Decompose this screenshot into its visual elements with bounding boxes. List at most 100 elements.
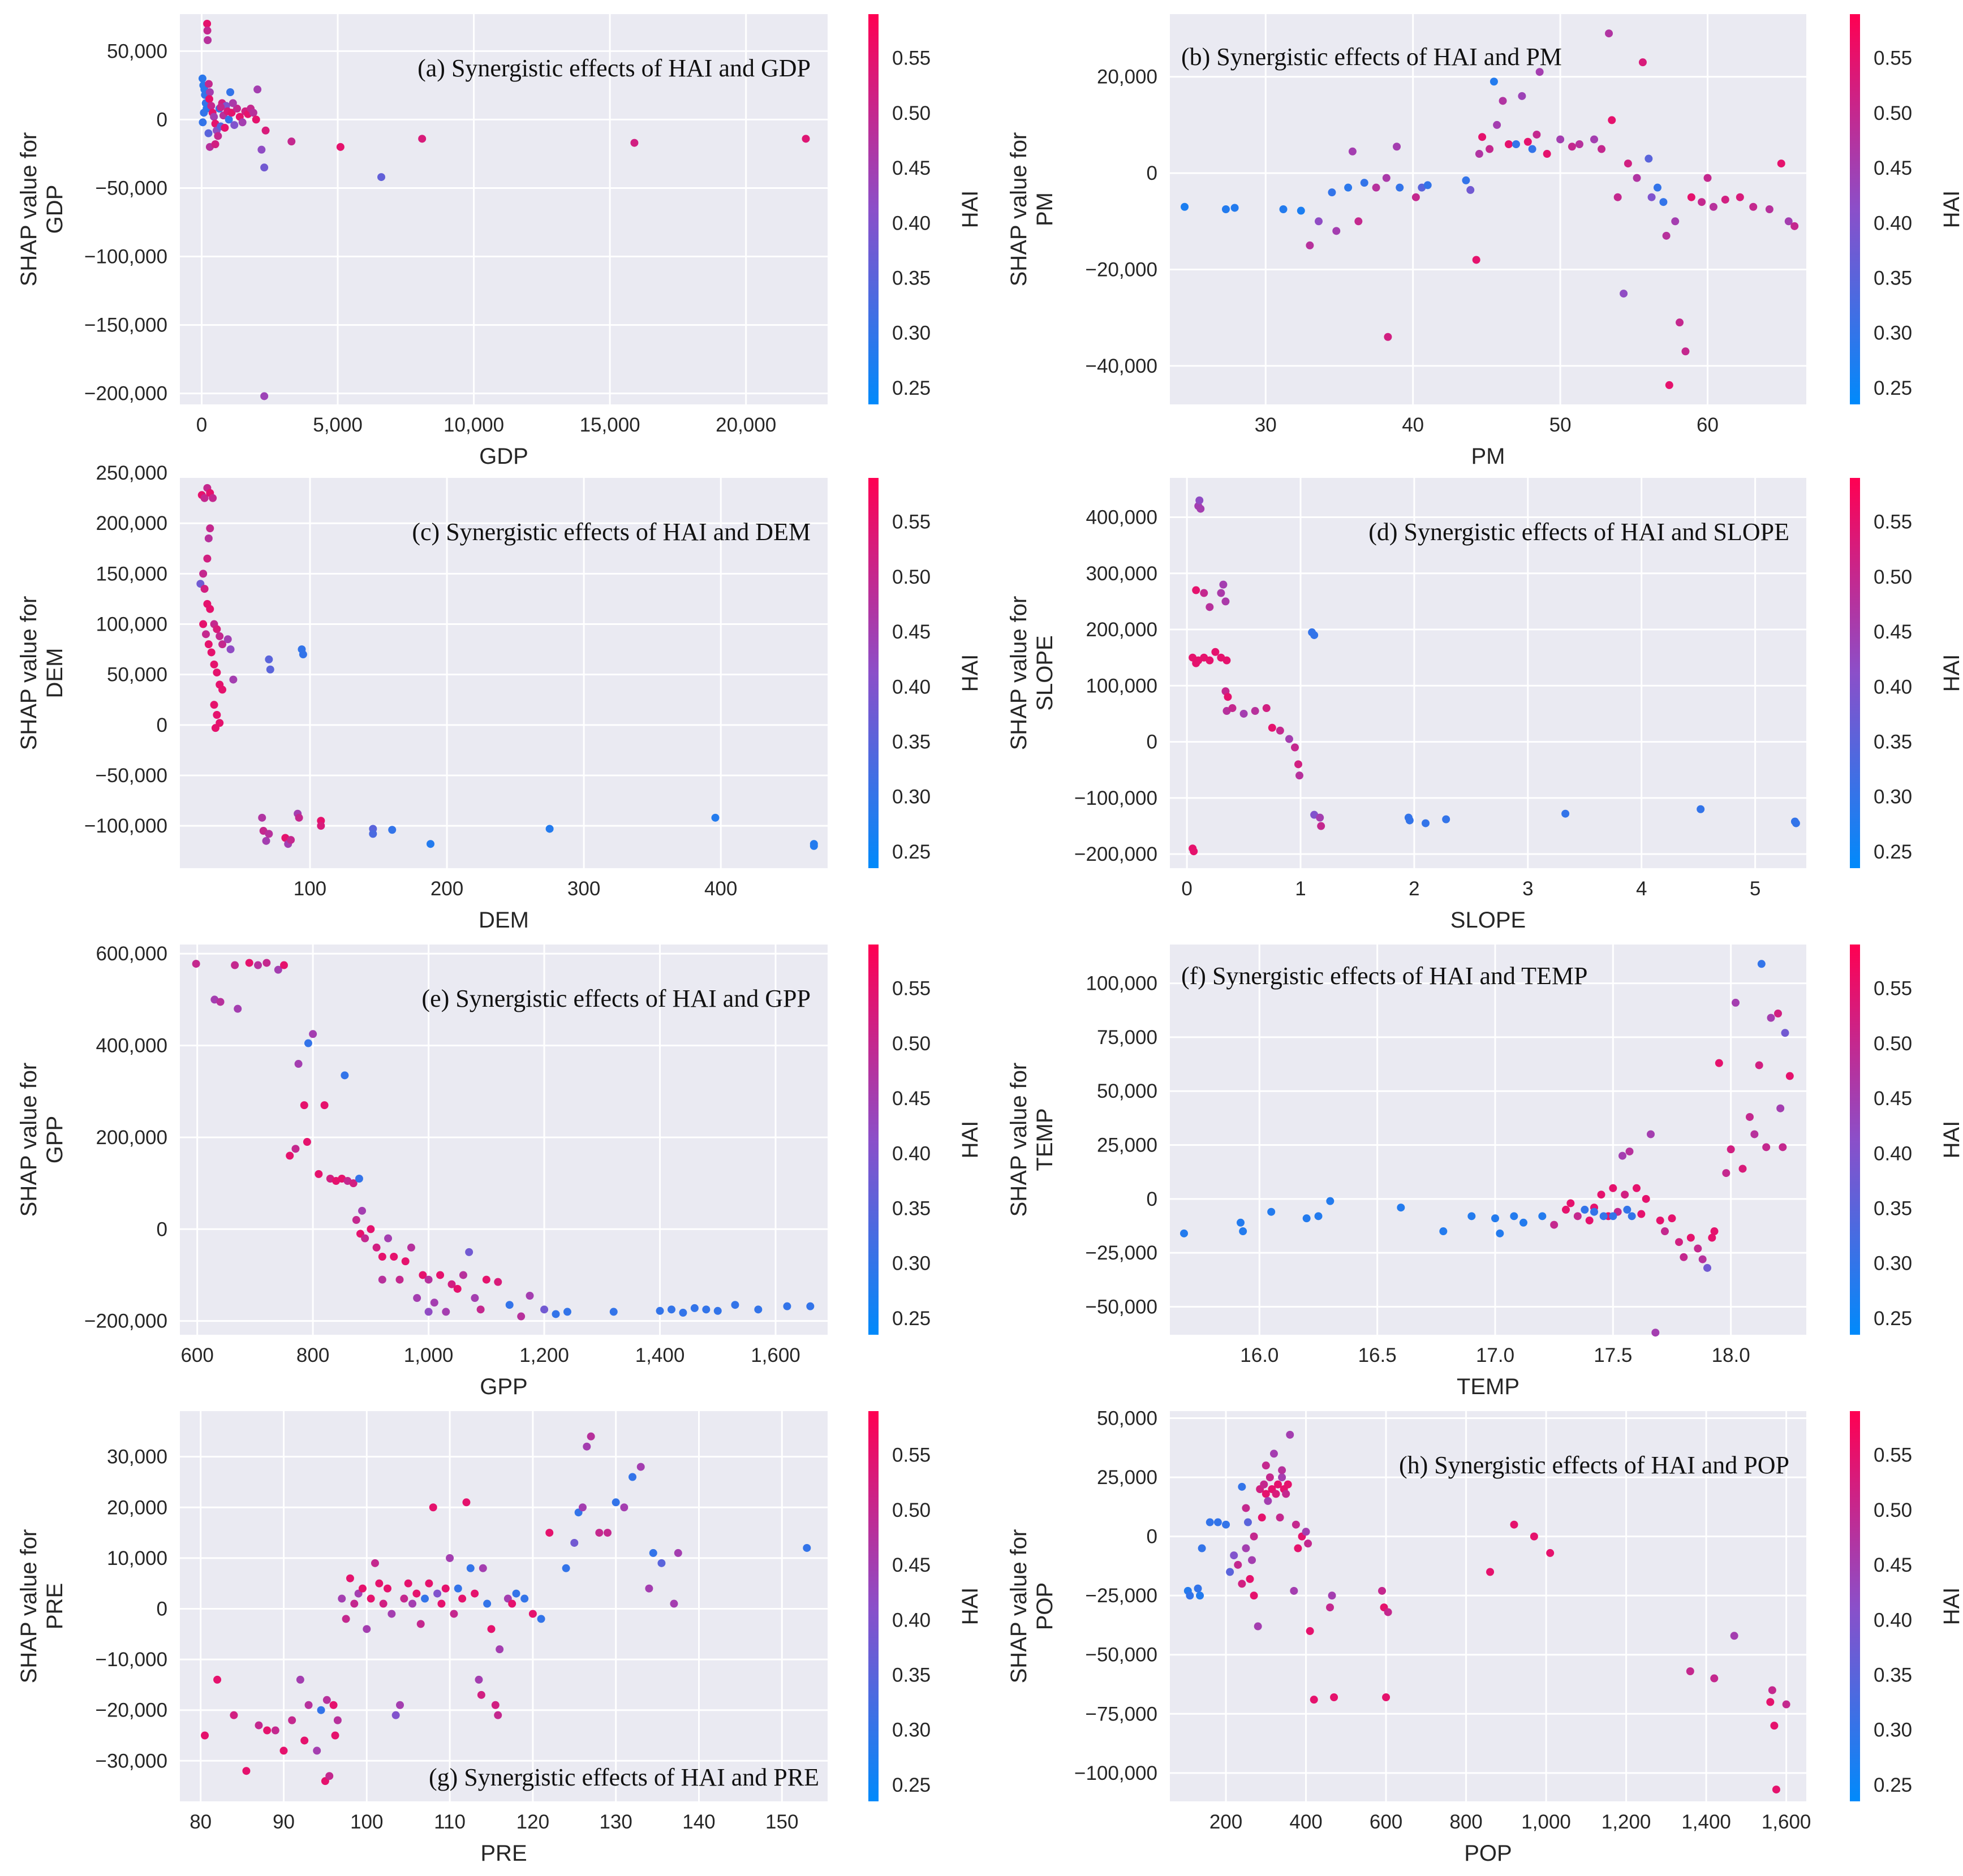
data-point — [288, 1716, 296, 1724]
data-point — [1597, 1191, 1605, 1199]
x-tick-label: 1,600 — [1762, 1811, 1811, 1833]
data-point — [1762, 1143, 1771, 1152]
panel-h: 200 400 600 800 1,000 1,200 1,400 1,600 50,000 25… — [1006, 1408, 1963, 1866]
y-tick-label: 0 — [157, 1218, 167, 1240]
data-point — [205, 88, 214, 96]
data-point — [1653, 183, 1661, 192]
data-point — [341, 1071, 349, 1080]
data-point — [421, 1594, 429, 1603]
y-tick-label: 50,000 — [1097, 1080, 1157, 1102]
colorbar-tick-label: 0.35 — [892, 1664, 931, 1686]
colorbar-label: HAI — [958, 191, 983, 228]
y-axis-label: SHAP value forGPP — [16, 1063, 67, 1217]
x-tick-label: 16.0 — [1240, 1344, 1278, 1366]
data-point — [217, 103, 225, 111]
data-point — [1523, 137, 1532, 146]
y-tick-label: 50,000 — [107, 40, 167, 62]
data-point — [258, 813, 266, 822]
data-point — [230, 121, 239, 130]
data-point — [426, 840, 434, 848]
data-point — [261, 126, 270, 135]
data-point — [412, 1589, 421, 1598]
colorbar-tick-label: 0.25 — [892, 1774, 931, 1796]
data-point — [1206, 1518, 1214, 1526]
data-point — [458, 1594, 467, 1603]
data-point — [1538, 1212, 1547, 1221]
x-tick-label: 1 — [1295, 878, 1306, 900]
colorbar-tick-label: 0.40 — [892, 1609, 931, 1631]
data-point — [540, 1305, 549, 1314]
data-point — [1620, 290, 1628, 298]
plot-area — [180, 945, 828, 1335]
data-point — [1499, 97, 1507, 105]
data-point — [1285, 735, 1293, 743]
data-point — [206, 605, 214, 613]
x-tick-label: 100 — [294, 878, 326, 900]
x-tick-label: 60 — [1697, 414, 1719, 436]
data-point — [1295, 771, 1304, 780]
data-point — [1194, 1584, 1202, 1593]
data-point — [595, 1529, 604, 1537]
data-point — [754, 1305, 763, 1314]
y-axis-label: SHAP value forPOP — [1006, 1529, 1057, 1684]
x-tick-label: 80 — [190, 1811, 212, 1833]
data-point — [1609, 1184, 1617, 1192]
panel-b: 30 40 50 60 20,000 0 −20,000 −40,000 (b) Synergi… — [1006, 14, 1963, 469]
data-point — [459, 1271, 467, 1279]
data-point — [562, 1564, 570, 1572]
y-tick-label: 0 — [1147, 731, 1157, 753]
x-tick-label: 90 — [273, 1811, 295, 1833]
colorbar-gradient — [1850, 1411, 1860, 1801]
data-point — [447, 1280, 456, 1288]
data-point — [1792, 819, 1800, 827]
data-point — [367, 1594, 375, 1603]
colorbar-tick-label: 0.35 — [1874, 267, 1912, 289]
y-axis-label: SHAP value forDEM — [16, 596, 67, 751]
y-tick-label: −10,000 — [96, 1649, 168, 1671]
data-point — [336, 143, 345, 151]
data-point — [1730, 1632, 1738, 1640]
data-point — [378, 1253, 386, 1261]
data-point — [1766, 1698, 1775, 1706]
y-tick-label: −20,000 — [1086, 258, 1158, 281]
data-point — [204, 36, 212, 44]
colorbar: 0.25 0.30 0.35 0.40 0.45 0.50 0.55 HAI — [1850, 14, 1963, 404]
data-point — [441, 1584, 450, 1593]
panel-g: 80 90 100 110 120 130 140 150 30,000 20,000 10,000… — [16, 1411, 983, 1866]
colorbar-tick-label: 0.30 — [892, 1253, 931, 1275]
data-point — [201, 630, 210, 639]
data-point — [690, 1304, 699, 1312]
data-point — [1192, 586, 1200, 594]
data-point — [1237, 1218, 1245, 1227]
x-tick-label: 100 — [350, 1811, 383, 1833]
colorbar-tick-label: 0.25 — [892, 841, 931, 863]
x-tick-label: 1,200 — [1602, 1811, 1651, 1833]
data-point — [1314, 1212, 1323, 1221]
data-point — [471, 1294, 479, 1303]
data-point — [1561, 809, 1570, 818]
y-tick-label: 10,000 — [107, 1547, 167, 1569]
data-point — [1590, 1207, 1598, 1216]
data-point — [1697, 805, 1705, 813]
data-point — [1694, 1244, 1702, 1253]
data-point — [1222, 656, 1231, 665]
data-point — [271, 1726, 279, 1735]
data-point — [674, 1549, 682, 1557]
data-point — [1530, 1532, 1538, 1541]
data-point — [1310, 1696, 1318, 1704]
data-point — [367, 1225, 375, 1234]
x-tick-label: 300 — [567, 878, 600, 900]
data-point — [476, 1305, 485, 1314]
data-point — [803, 1543, 811, 1552]
data-point — [218, 685, 227, 694]
y-tick-label: 100,000 — [1086, 675, 1157, 697]
panel-a: 0 5,000 10,000 15,000 20,000 50,000 0 −50,000 −1… — [16, 14, 983, 469]
x-axis-label: PM — [1471, 444, 1505, 469]
x-tick-label: 600 — [180, 1344, 213, 1366]
data-point — [1248, 1556, 1256, 1564]
data-point — [419, 1271, 427, 1279]
data-point — [1709, 202, 1717, 211]
data-point — [1198, 1544, 1206, 1552]
data-point — [1665, 381, 1673, 389]
y-tick-label: 50,000 — [1097, 1408, 1157, 1430]
